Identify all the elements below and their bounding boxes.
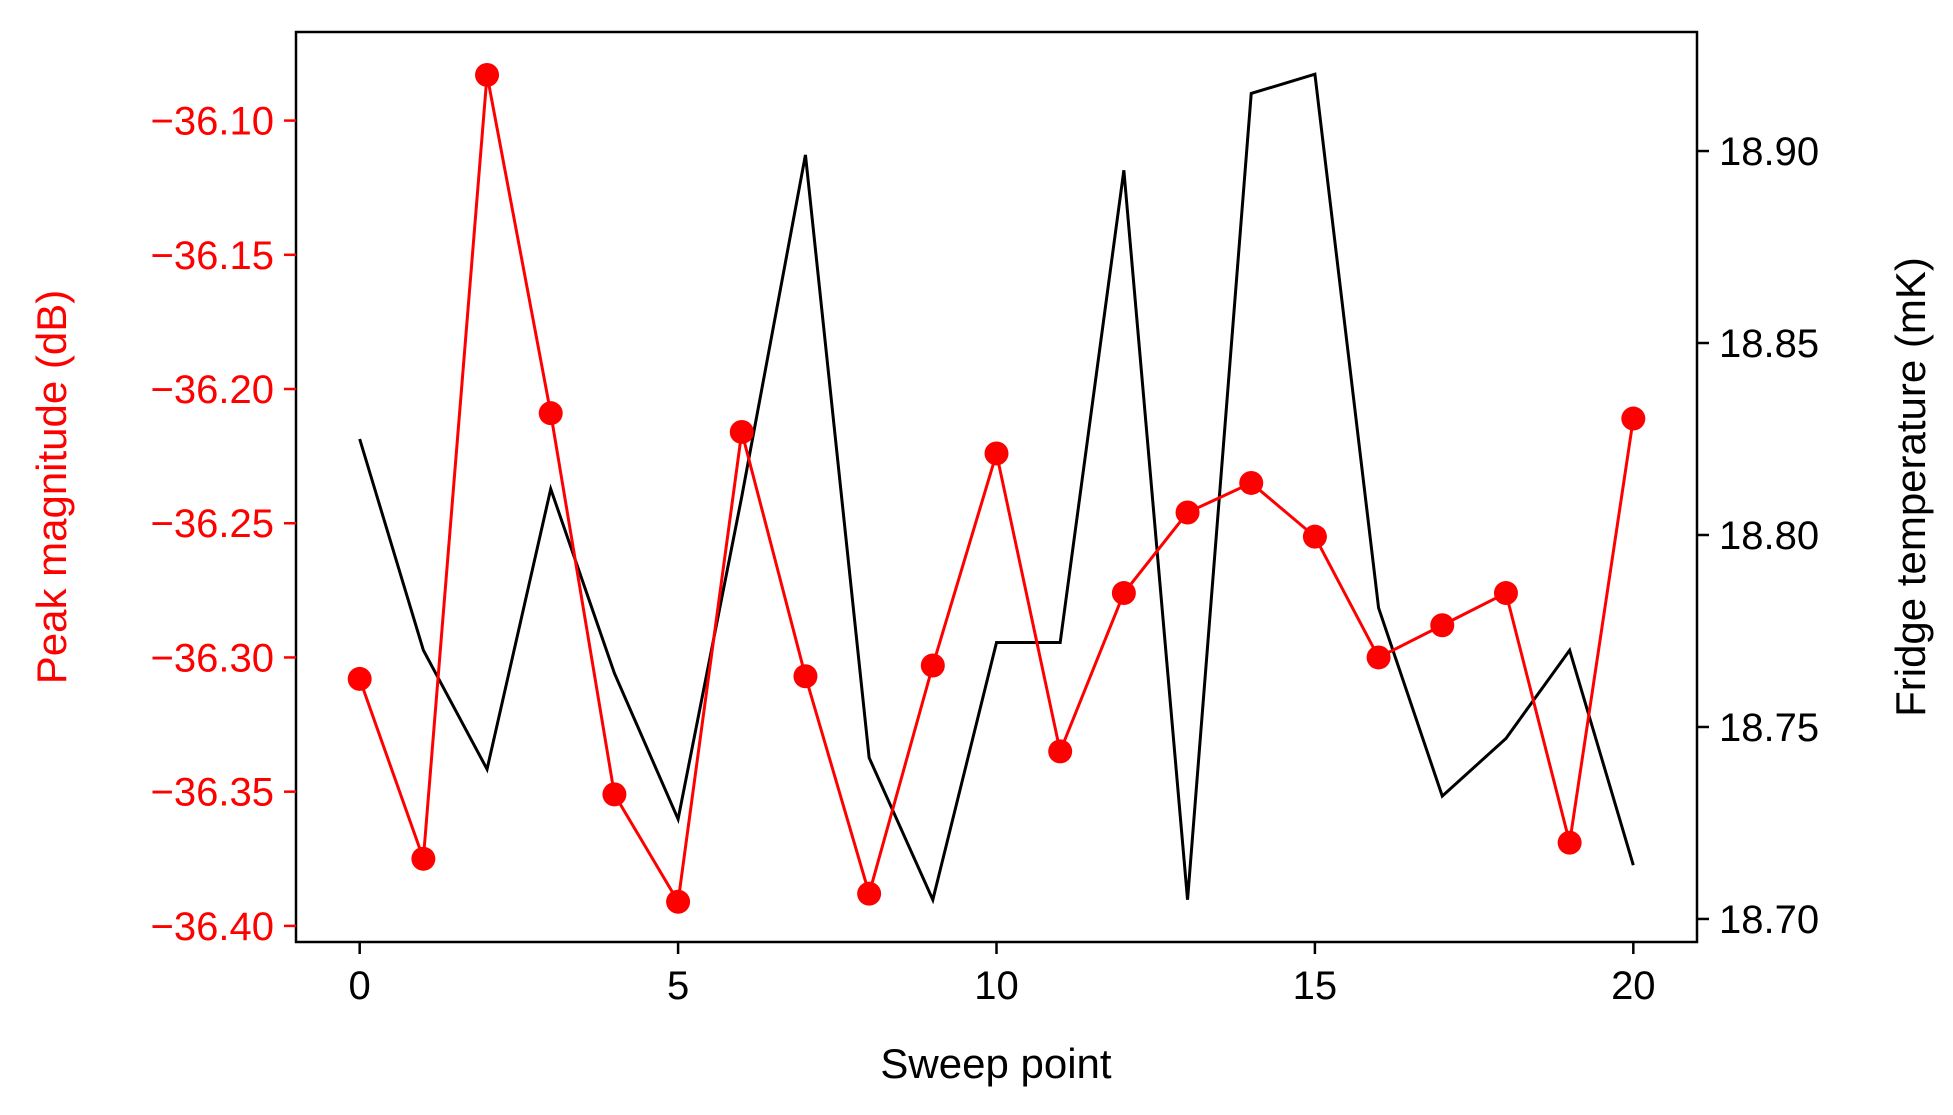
peak-magnitude-point	[602, 782, 627, 807]
peak-magnitude-point	[347, 666, 372, 691]
y-right-tick-label: 18.90	[1719, 130, 1819, 174]
y-left-tick-label: −36.10	[151, 100, 274, 144]
y-left-tick-label: −36.25	[151, 502, 274, 546]
x-axis-title: Sweep point	[880, 1040, 1111, 1087]
peak-magnitude-point	[666, 889, 691, 914]
peak-magnitude-point	[1557, 830, 1582, 855]
y-left-axis-ticks: −36.10 −36.15 −36.20 −36.25 −36.30 −36.35 −36.…	[151, 100, 296, 949]
peak-magnitude-point	[1621, 406, 1646, 431]
peak-magnitude-point	[411, 846, 436, 871]
x-tick-label: 15	[1293, 964, 1338, 1008]
y-left-tick-label: −36.20	[151, 368, 274, 412]
x-tick-label: 5	[667, 964, 689, 1008]
y-left-tick-label: −36.40	[151, 905, 274, 949]
y-right-tick-label: 18.85	[1719, 322, 1819, 366]
y-left-tick-label: −36.30	[151, 636, 274, 680]
peak-magnitude-point	[920, 653, 945, 678]
peak-magnitude-point	[984, 441, 1009, 466]
y-left-tick-label: −36.15	[151, 234, 274, 278]
y-right-tick-label: 18.75	[1719, 706, 1819, 750]
peak-magnitude-point	[857, 881, 882, 906]
x-axis-ticks: 0 5 10 15 20	[349, 942, 1656, 1008]
peak-magnitude-point	[1175, 500, 1200, 525]
x-tick-label: 10	[974, 964, 1019, 1008]
peak-magnitude-point	[1111, 581, 1136, 606]
peak-magnitude-point	[1239, 470, 1264, 495]
peak-magnitude-point	[729, 419, 754, 444]
x-tick-label: 0	[349, 964, 371, 1008]
y-right-tick-label: 18.80	[1719, 514, 1819, 558]
peak-magnitude-point	[1366, 645, 1391, 670]
peak-magnitude-point	[793, 664, 818, 689]
y-left-axis-title: Peak magnitude (dB)	[28, 290, 75, 685]
peak-magnitude-point	[1048, 739, 1073, 764]
peak-magnitude-point	[1430, 613, 1455, 638]
peak-magnitude-point	[1493, 581, 1518, 606]
y-right-axis-title: Fridge temperature (mK)	[1887, 257, 1934, 717]
series-layer	[347, 62, 1646, 914]
peak-magnitude-point	[475, 62, 500, 87]
fridge-temperature-line	[358, 72, 1635, 905]
y-left-tick-label: −36.35	[151, 771, 274, 815]
y-right-tick-label: 18.70	[1719, 898, 1819, 942]
peak-magnitude-point	[538, 401, 563, 426]
peak-magnitude-point	[1302, 524, 1327, 549]
y-right-axis-ticks: 18.70 18.75 18.80 18.85 18.90	[1697, 130, 1819, 942]
x-tick-label: 20	[1611, 964, 1656, 1008]
